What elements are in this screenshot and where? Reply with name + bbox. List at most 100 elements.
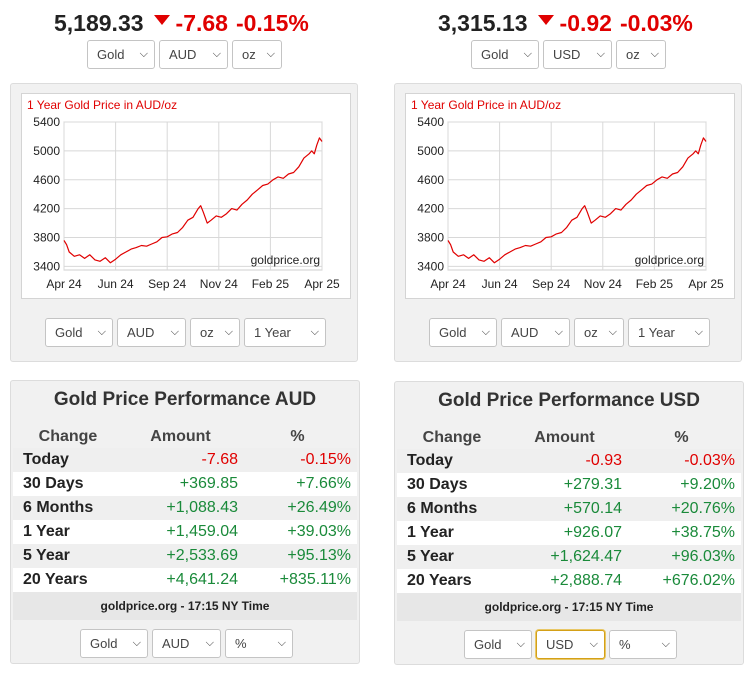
chevron-down-icon: ⌵ xyxy=(212,48,221,60)
perf-metal-select[interactable]: Gold ⌵ xyxy=(80,629,148,658)
chevron-down-icon: ⌵ xyxy=(97,326,106,338)
row-percent: +96.03% xyxy=(622,545,741,569)
currency-select[interactable]: AUD ⌵ xyxy=(159,40,228,69)
chevron-down-icon: ⌵ xyxy=(554,326,563,338)
row-percent: +676.02% xyxy=(622,569,741,593)
header-amount: Amount xyxy=(150,428,211,445)
chevron-down-icon: ⌵ xyxy=(661,638,670,650)
price-header: 3,315.13 -0.92 -0.03% xyxy=(438,10,701,38)
y-tick-label: 3800 xyxy=(33,231,60,245)
chart-svg: 1 Year Gold Price in AUD/oz 3400 3800 4200 4… xyxy=(411,98,724,291)
row-label: 1 Year xyxy=(397,521,507,545)
table-row: 6 Months +570.14 +20.76% xyxy=(397,497,741,521)
price-change: -7.68 xyxy=(175,10,228,36)
chart-svg: 1 Year Gold Price in AUD/oz 3400 3800 4200 4… xyxy=(27,98,340,291)
price-chart: 1 Year Gold Price in AUD/oz 3400 3800 4200 4… xyxy=(405,93,735,299)
chevron-down-icon: ⌵ xyxy=(481,326,490,338)
y-tick-label: 3400 xyxy=(417,259,444,273)
y-tick-label: 3800 xyxy=(417,231,444,245)
chevron-down-icon: ⌵ xyxy=(205,637,214,649)
perf-mode-select[interactable]: % ⌵ xyxy=(609,630,677,659)
x-tick-label: Apr 25 xyxy=(688,277,724,291)
table-row: 30 Days +369.85 +7.66% xyxy=(13,472,357,496)
x-tick-label: Jun 24 xyxy=(482,277,518,291)
price-change-percent: -0.03% xyxy=(619,10,693,36)
chart-range-select[interactable]: 1 Year ⌵ xyxy=(244,318,326,347)
price-series-line xyxy=(447,137,707,264)
y-tick-label: 5400 xyxy=(417,115,444,129)
y-tick-label: 3400 xyxy=(33,259,60,273)
chevron-down-icon: ⌵ xyxy=(277,637,286,649)
y-tick-label: 5000 xyxy=(33,144,60,158)
chart-unit-select[interactable]: oz ⌵ xyxy=(190,318,240,347)
table-row: 5 Year +1,624.47 +96.03% xyxy=(397,545,741,569)
row-percent: +95.13% xyxy=(238,544,357,568)
unit-select[interactable]: oz ⌵ xyxy=(232,40,282,69)
row-label: 5 Year xyxy=(13,544,123,568)
chart-metal-select[interactable]: Gold ⌵ xyxy=(429,318,497,347)
chevron-down-icon: ⌵ xyxy=(224,326,233,338)
chevron-down-icon: ⌵ xyxy=(650,48,659,60)
row-label: 5 Year xyxy=(397,545,507,569)
table-row: Today -7.68 -0.15% xyxy=(13,448,357,472)
metal-select[interactable]: Gold ⌵ xyxy=(471,40,539,69)
chart-title: 1 Year Gold Price in AUD/oz xyxy=(27,98,177,112)
header-percent: % xyxy=(674,429,689,446)
chevron-down-icon: ⌵ xyxy=(608,326,617,338)
perf-metal-select[interactable]: Gold ⌵ xyxy=(464,630,532,659)
x-tick-label: Nov 24 xyxy=(200,277,238,291)
performance-table: Change Amount % Today -0.93 -0.03% 30 Da… xyxy=(397,427,741,593)
performance-table: Change Amount % Today -7.68 -0.15% 30 Da… xyxy=(13,426,357,592)
metal-select[interactable]: Gold ⌵ xyxy=(87,40,155,69)
source-footer: goldprice.org - 17:15 NY Time xyxy=(397,593,741,621)
chart-currency-select[interactable]: AUD ⌵ xyxy=(501,318,570,347)
chevron-down-icon: ⌵ xyxy=(132,637,141,649)
row-label: 30 Days xyxy=(397,473,507,497)
chevron-down-icon: ⌵ xyxy=(523,48,532,60)
x-tick-label: Nov 24 xyxy=(584,277,622,291)
chart-watermark: goldprice.org xyxy=(251,253,320,267)
row-amount: +1,088.43 xyxy=(123,496,238,520)
chevron-down-icon: ⌵ xyxy=(596,48,605,60)
row-label: 1 Year xyxy=(13,520,123,544)
row-label: 20 Years xyxy=(13,568,123,592)
y-tick-label: 4200 xyxy=(33,202,60,216)
row-label: 30 Days xyxy=(13,472,123,496)
y-tick-label: 4600 xyxy=(33,173,60,187)
row-amount: +279.31 xyxy=(507,473,622,497)
unit-select[interactable]: oz ⌵ xyxy=(616,40,666,69)
table-header-row: Change Amount % xyxy=(13,426,357,448)
row-label: Today xyxy=(13,448,123,472)
x-tick-label: Feb 25 xyxy=(252,277,290,291)
chart-metal-select[interactable]: Gold ⌵ xyxy=(45,318,113,347)
price-change-percent: -0.15% xyxy=(235,10,309,36)
source-footer: goldprice.org - 17:15 NY Time xyxy=(13,592,357,620)
perf-currency-select[interactable]: AUD ⌵ xyxy=(152,629,221,658)
perf-mode-select[interactable]: % ⌵ xyxy=(225,629,293,658)
row-percent: +7.66% xyxy=(238,472,357,496)
table-row: 30 Days +279.31 +9.20% xyxy=(397,473,741,497)
chart-unit-select[interactable]: oz ⌵ xyxy=(574,318,624,347)
performance-panel: Gold Price Performance USD Change Amount… xyxy=(394,381,744,665)
currency-select[interactable]: USD ⌵ xyxy=(543,40,612,69)
chart-range-select[interactable]: 1 Year ⌵ xyxy=(628,318,710,347)
row-amount: +1,624.47 xyxy=(507,545,622,569)
chart-currency-select[interactable]: AUD ⌵ xyxy=(117,318,186,347)
row-amount: +2,533.69 xyxy=(123,544,238,568)
header-change: Change xyxy=(38,428,98,445)
perf-currency-select[interactable]: USD ⌵ xyxy=(536,630,605,659)
price-chart: 1 Year Gold Price in AUD/oz 3400 3800 4200 4… xyxy=(21,93,351,299)
down-arrow-icon xyxy=(153,15,170,25)
row-amount: -7.68 xyxy=(123,448,238,472)
row-label: 6 Months xyxy=(397,497,507,521)
row-percent: +835.11% xyxy=(238,568,357,592)
row-percent: -0.03% xyxy=(622,449,741,473)
table-row: 20 Years +2,888.74 +676.02% xyxy=(397,569,741,593)
chevron-down-icon: ⌵ xyxy=(589,638,598,650)
row-percent: -0.15% xyxy=(238,448,357,472)
y-tick-label: 5000 xyxy=(417,144,444,158)
spot-price: 3,315.13 xyxy=(438,10,528,36)
down-arrow-icon xyxy=(537,15,554,25)
price-header: 5,189.33 -7.68 -0.15% xyxy=(54,10,317,38)
chart-watermark: goldprice.org xyxy=(635,253,704,267)
